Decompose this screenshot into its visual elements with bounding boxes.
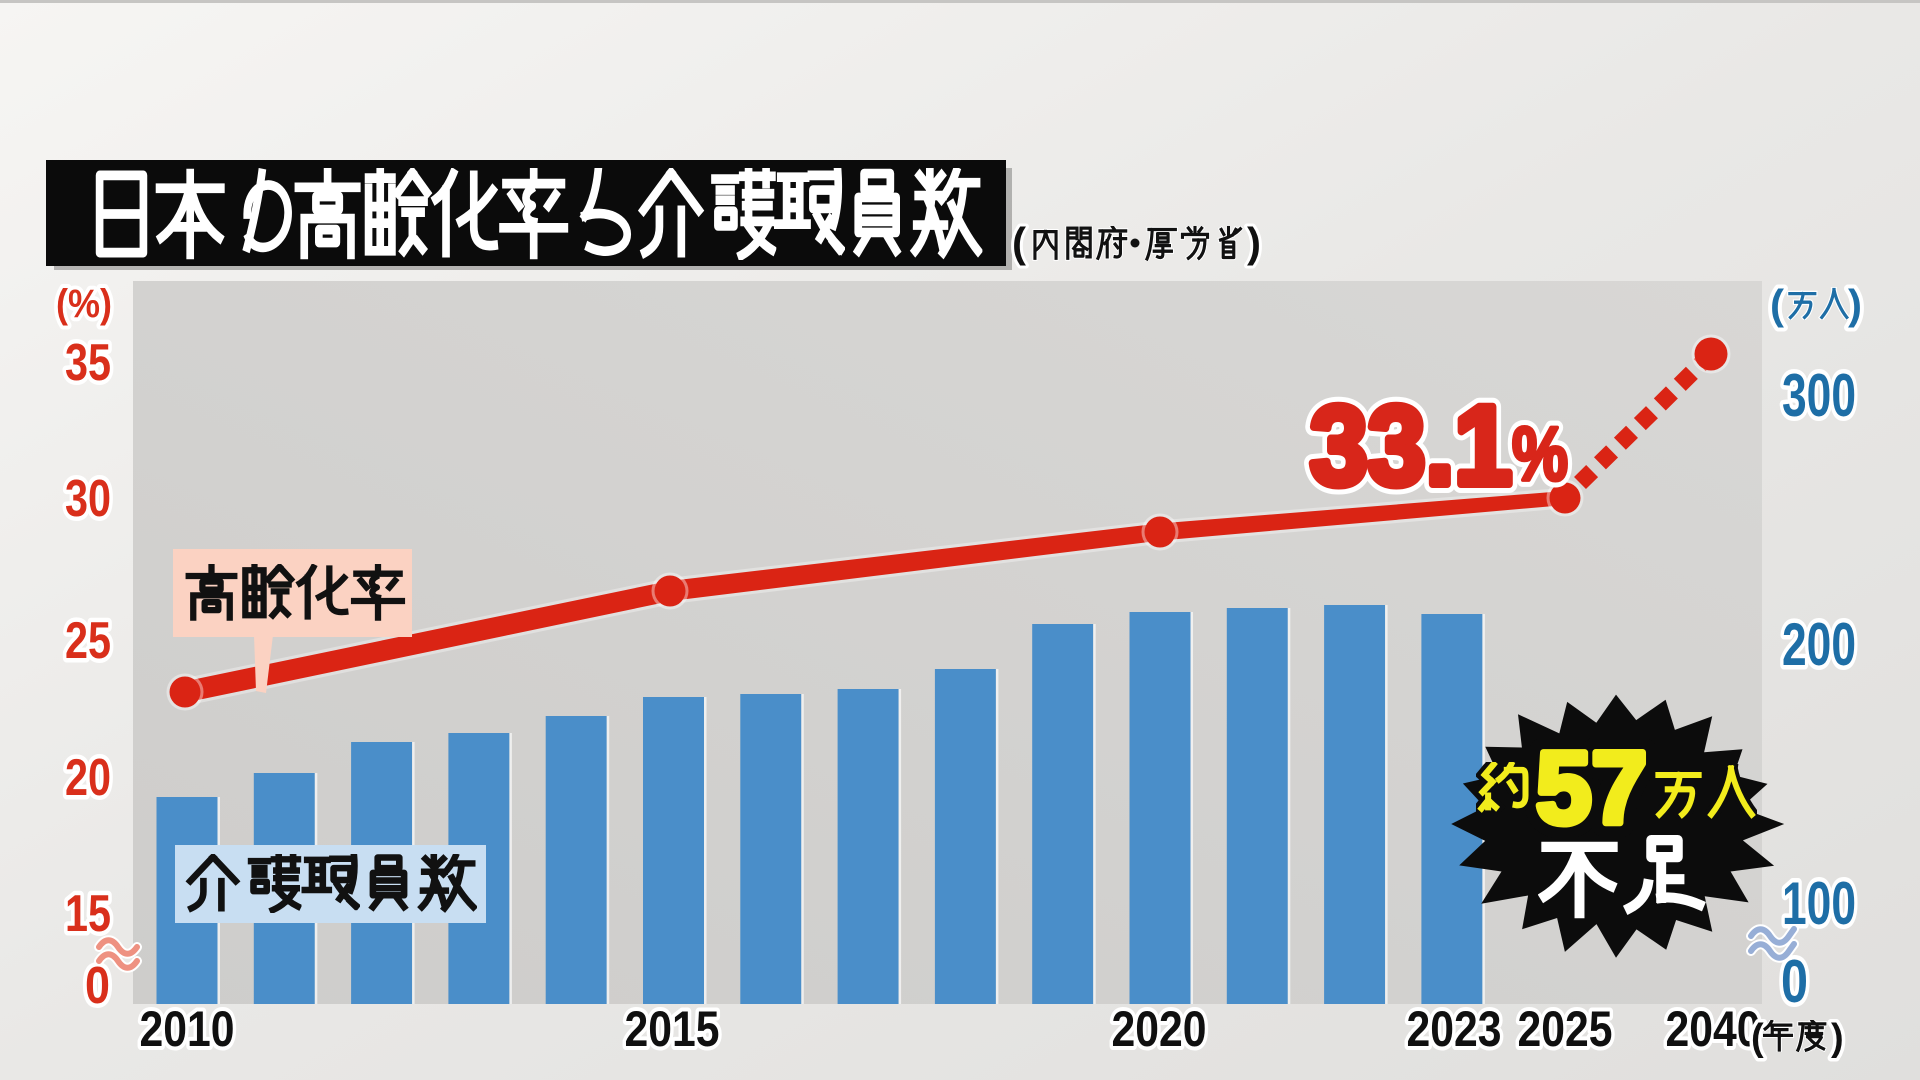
svg-text:(: ( — [1751, 1017, 1764, 1059]
svg-text:33.1: 33.1 — [1310, 383, 1512, 508]
svg-text:): ) — [1831, 1017, 1844, 1059]
svg-text:30: 30 — [65, 470, 111, 528]
svg-text:57: 57 — [1536, 731, 1647, 845]
svg-text:200: 200 — [1782, 611, 1856, 678]
svg-text:15: 15 — [65, 885, 111, 943]
svg-text:20: 20 — [65, 749, 111, 807]
svg-text:35: 35 — [65, 334, 111, 392]
svg-text:2025: 2025 — [1518, 1001, 1613, 1057]
svg-text:2020: 2020 — [1112, 1001, 1207, 1057]
svg-text:2015: 2015 — [625, 1001, 720, 1057]
svg-text:33.1: 33.1 — [1310, 383, 1512, 508]
svg-text:%: % — [1512, 412, 1568, 497]
svg-text:0: 0 — [85, 957, 110, 1015]
svg-text:300: 300 — [1782, 362, 1856, 429]
svg-text:%: % — [1512, 412, 1568, 497]
svg-text:2023: 2023 — [1407, 1001, 1502, 1057]
svg-text:0: 0 — [1781, 948, 1808, 1015]
svg-text:(: ( — [1012, 219, 1026, 266]
svg-text:2010: 2010 — [140, 1001, 235, 1057]
svg-text:2040: 2040 — [1666, 1001, 1761, 1057]
svg-text:): ) — [1848, 281, 1862, 328]
svg-text:(: ( — [1770, 281, 1784, 328]
svg-text:25: 25 — [65, 612, 111, 670]
svg-text:): ) — [1247, 219, 1261, 266]
svg-text:(%): (%) — [56, 282, 112, 326]
svg-text:57: 57 — [1536, 731, 1647, 845]
